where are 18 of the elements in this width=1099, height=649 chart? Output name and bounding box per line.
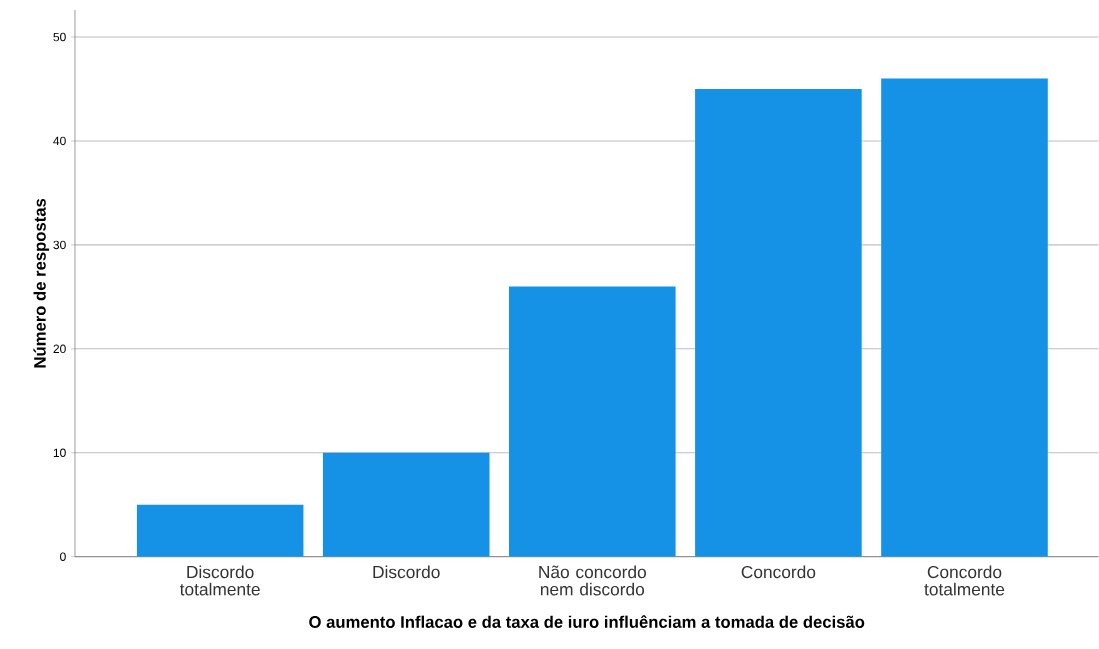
x-tick-label: Concordo — [741, 565, 816, 579]
bar — [881, 78, 1048, 557]
x-axis-title: O aumento Inflacao e da taxa de iuro influênciam a tomada de decisão — [309, 615, 865, 629]
y-tick-label: 0 — [60, 552, 66, 562]
y-tick-label: 50 — [53, 32, 66, 42]
y-tick-label: 40 — [53, 136, 66, 146]
x-tick-label: Discordo — [373, 565, 440, 579]
bar — [695, 89, 862, 557]
y-tick-label: 20 — [53, 344, 66, 354]
y-axis-title: Número de respostas — [33, 199, 50, 368]
bar — [509, 286, 676, 557]
y-tick-label: 10 — [53, 448, 66, 458]
bar — [136, 504, 304, 557]
x-tick-label: Discordo totalmente — [179, 565, 260, 596]
x-tick-label: Não concordo nem discordo — [539, 565, 646, 596]
bar — [322, 452, 490, 557]
y-tick-label: 30 — [53, 240, 66, 250]
x-tick-label: Concordo totalmente — [924, 565, 1005, 596]
